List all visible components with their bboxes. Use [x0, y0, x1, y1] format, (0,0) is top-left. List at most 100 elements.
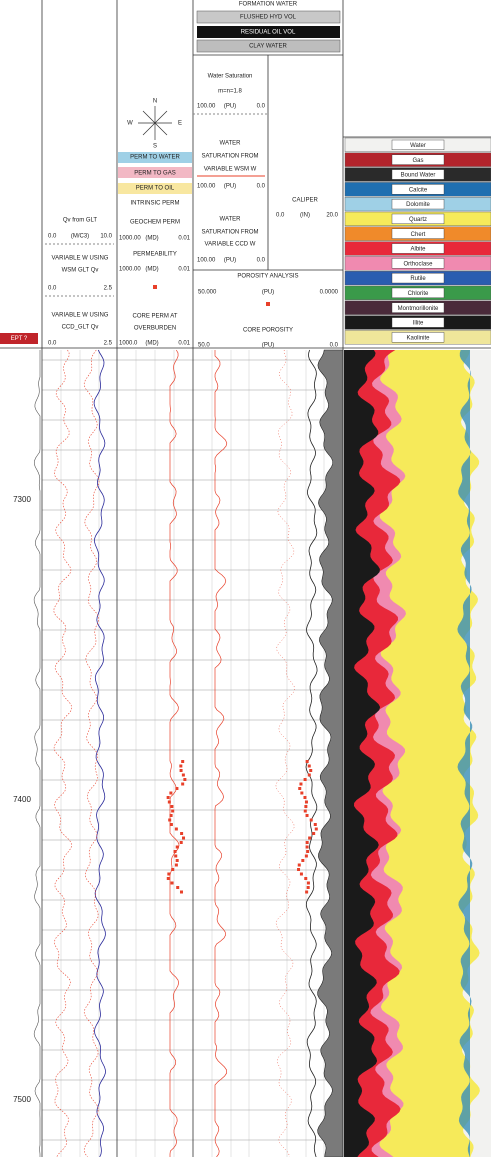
label: SATURATION FROM [201, 154, 258, 160]
label: PERMEABILITY [133, 252, 177, 258]
curve [214, 350, 228, 1157]
scale: 1000.00 [119, 267, 141, 273]
lithology-legend: Water Gas Bound Water Calcite Dolomite Quartz… [343, 136, 491, 345]
core-point [298, 787, 302, 790]
legend-label: Montmorillonite [398, 306, 439, 312]
compass-n: N [153, 99, 157, 105]
core-point [175, 859, 179, 862]
flushed-box [196, 10, 341, 24]
core-point [297, 863, 301, 867]
core-point [166, 796, 170, 799]
label: PERM TO OIL [136, 186, 175, 192]
compass-s: S [153, 144, 157, 150]
clay-water: CLAY WATER [249, 44, 287, 50]
legend-label: Water [410, 143, 426, 149]
core-point [305, 841, 309, 844]
scale: 0.01 [178, 236, 190, 242]
clay-box [196, 39, 341, 53]
scale: 0.0 [48, 341, 57, 347]
scale: 10.0 [100, 234, 112, 240]
lithology-band [457, 350, 473, 1157]
core-point [170, 805, 174, 808]
core-point [169, 814, 173, 817]
ept-label: EPT ? [11, 336, 28, 342]
gas-box [118, 167, 192, 178]
scale: 0.0 [48, 234, 57, 240]
scale: (PU) [262, 343, 274, 349]
residual-oil-vol: RESIDUAL OIL VOL [241, 30, 296, 36]
label: CALIPER [292, 198, 318, 204]
label: CCD_GLT Qv [62, 325, 99, 331]
core-point [174, 863, 178, 867]
core-point [181, 782, 185, 786]
core-point [307, 764, 311, 768]
label: INTRINSIC PERM [130, 201, 179, 207]
core-point [309, 818, 313, 822]
core-point [175, 787, 179, 790]
core-point [304, 805, 308, 808]
core-point [303, 778, 307, 781]
legend-label: Rutile [410, 276, 426, 282]
lithology-band [344, 350, 381, 1157]
lithology-track [344, 350, 491, 1157]
core-point [312, 832, 316, 835]
label: WATER [220, 217, 242, 223]
label: VARIABLE WSM W [204, 167, 257, 173]
label: GEOCHEM PERM [130, 220, 180, 226]
legend-label: Kaolinite [406, 335, 430, 341]
scale: (MD) [145, 267, 158, 273]
scale: 1000.0 [119, 341, 138, 347]
formation-water: FORMATION WATER [239, 2, 298, 8]
core-point [179, 890, 183, 894]
legend-label: Chert [411, 232, 426, 238]
scale: 0.01 [178, 267, 190, 273]
curve [275, 349, 295, 1157]
oil-box [118, 183, 192, 194]
core-point [176, 886, 180, 889]
legend-label-bg [391, 243, 445, 254]
core-point [304, 800, 308, 804]
symbol [153, 285, 157, 289]
scale: 0.0 [257, 258, 266, 264]
label: Water Saturation [208, 74, 253, 80]
scale: 0.0 [257, 184, 266, 190]
core-point [173, 850, 177, 853]
label: Qv from GLT [63, 218, 98, 224]
curve [169, 349, 180, 1157]
residual-box [197, 26, 340, 38]
core-point [308, 836, 312, 840]
core-point [299, 872, 303, 876]
scale: (PU) [224, 184, 236, 190]
core-point [174, 827, 178, 831]
label: WATER [220, 141, 242, 147]
core-point [174, 854, 178, 858]
core-point [306, 881, 310, 885]
scale: 0.0 [257, 104, 266, 110]
scale: 0.0 [276, 213, 285, 219]
label: PERM TO GAS [134, 171, 175, 177]
legend-label: Bound Water [401, 173, 436, 179]
scale: 100.00 [197, 258, 216, 264]
scale: 50.000 [198, 290, 217, 296]
label: POROSITY ANALYSIS [237, 274, 298, 280]
legend-label: Albite [410, 247, 426, 253]
label: VARIABLE W USING [52, 256, 109, 262]
scale: (M/C3) [71, 234, 89, 240]
legend-label: Orthoclase [403, 261, 433, 267]
core-point [170, 881, 174, 885]
curve [93, 349, 106, 1157]
legend-label-bg [391, 198, 445, 210]
legend-label-bg [391, 228, 445, 239]
scale: (PU) [224, 258, 236, 264]
curves [33, 349, 344, 1157]
core-point [305, 814, 309, 817]
core-point [299, 782, 303, 786]
scale: 50.0 [198, 343, 210, 349]
symbol [266, 302, 270, 306]
grid: 7300 7400 7500 [13, 350, 343, 1157]
label: PERM TO WATER [130, 155, 180, 161]
label: WSM GLT Qv [62, 268, 99, 274]
core-point [171, 868, 175, 871]
core-point [175, 845, 179, 849]
legend-label-bg [391, 169, 445, 180]
